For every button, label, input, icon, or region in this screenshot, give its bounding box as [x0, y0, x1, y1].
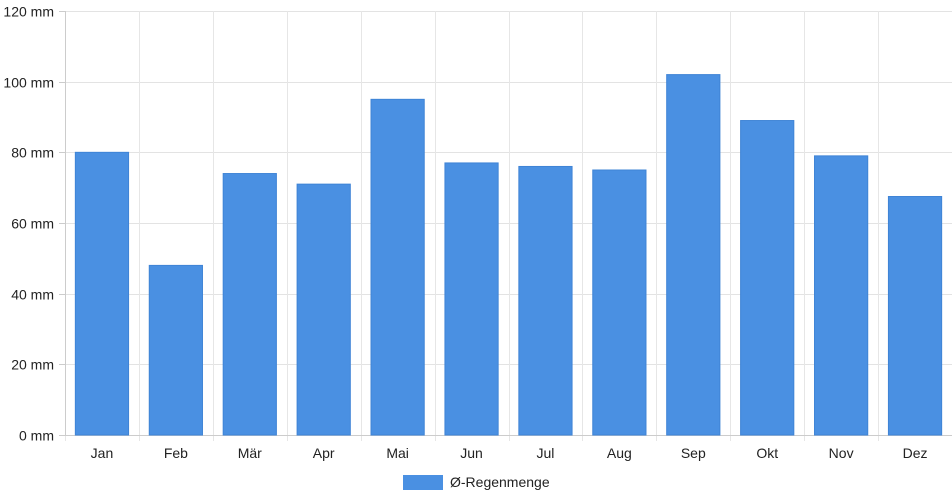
bar-jan: [74, 151, 130, 436]
x-tick-label: Apr: [313, 445, 335, 461]
x-tick-label: Nov: [829, 445, 854, 461]
x-tick-label: Jun: [460, 445, 483, 461]
bar-mär: [222, 173, 277, 436]
y-tick-label: 20 mm: [11, 357, 54, 373]
y-tick-label: 0 mm: [19, 428, 54, 444]
x-tick-label: Dez: [903, 445, 928, 461]
bar-dez: [887, 196, 943, 436]
bar-nov: [814, 155, 869, 436]
x-tick-label: Feb: [164, 445, 188, 461]
y-tick-label: 120 mm: [3, 4, 54, 20]
bar-feb: [148, 264, 203, 436]
x-tick-label: Sep: [681, 445, 706, 461]
x-tick-label: Mär: [238, 445, 262, 461]
y-axis-tick-labels: 0 mm 20 mm 40 mm 60 mm 80 mm 100 mm 120 mm: [3, 4, 54, 444]
x-tick-label: Jul: [537, 445, 555, 461]
legend-swatch: [403, 475, 443, 490]
legend: Ø-Regenmenge: [403, 474, 550, 490]
y-tick-label: 40 mm: [11, 287, 54, 303]
bar-jul: [518, 165, 573, 436]
y-tick-label: 80 mm: [11, 145, 54, 161]
bar-aug: [592, 169, 647, 436]
legend-label: Ø-Regenmenge: [450, 474, 550, 490]
bar-apr: [296, 183, 351, 436]
bar-okt: [740, 120, 795, 436]
bar-mai: [370, 98, 425, 436]
axes: [59, 11, 952, 436]
x-tick-label: Jan: [91, 445, 114, 461]
bar-jun: [444, 162, 499, 436]
x-axis-tick-labels: Jan Feb Mär Apr Mai Jun Jul Aug Sep Okt Nov Dez: [91, 445, 928, 461]
y-tick-label: 100 mm: [3, 75, 54, 91]
bar-sep: [666, 74, 721, 436]
x-tick-label: Okt: [756, 445, 778, 461]
x-tick-label: Mai: [386, 445, 409, 461]
y-tick-label: 60 mm: [11, 216, 54, 232]
bars: [74, 74, 943, 436]
x-tick-label: Aug: [607, 445, 632, 461]
grid-lines: [65, 11, 952, 441]
